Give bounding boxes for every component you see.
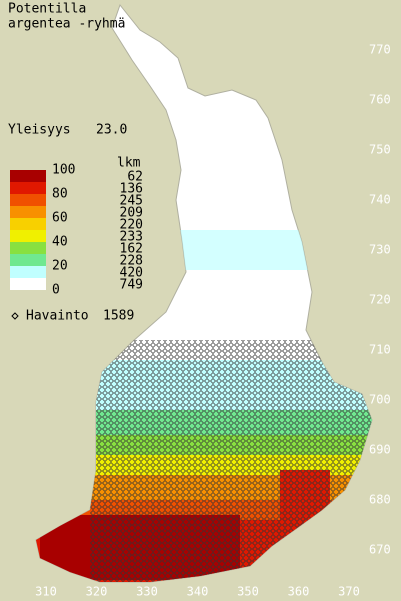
legend-count: 220: [120, 218, 143, 233]
observations-value: 1589: [103, 309, 134, 324]
legend-scale-label: 100: [52, 163, 75, 178]
legend-count: 228: [120, 254, 143, 269]
frequency-value: 23.0: [96, 123, 127, 138]
y-tick-label: 680: [369, 493, 391, 507]
x-tick-label: 360: [288, 585, 310, 599]
title: Potentilla: [8, 2, 86, 17]
legend-count: 62: [127, 170, 143, 185]
y-tick-label: 770: [369, 43, 391, 57]
finland: [35, 4, 373, 583]
legend-count: 136: [120, 182, 143, 197]
legend-count: 162: [120, 242, 143, 257]
y-tick-label: 750: [369, 143, 391, 157]
legend-swatch: [10, 230, 46, 242]
legend-scale-label: 0: [52, 283, 60, 298]
legend-scale-label: 80: [52, 187, 68, 202]
legend-count: 749: [120, 278, 143, 293]
observations-label: Havainto: [26, 309, 89, 324]
legend-swatch: [10, 266, 46, 278]
legend-swatch: [10, 170, 46, 182]
legend-count: 209: [120, 206, 143, 221]
y-tick-label: 740: [369, 193, 391, 207]
legend-swatch: [10, 254, 46, 266]
y-tick-label: 700: [369, 393, 391, 407]
x-tick-label: 340: [187, 585, 209, 599]
y-tick-label: 720: [369, 293, 391, 307]
y-tick-label: 670: [369, 543, 391, 557]
legend-swatch: [10, 194, 46, 206]
x-tick-label: 350: [237, 585, 259, 599]
legend-swatch: [10, 206, 46, 218]
legend-header: lkm: [117, 156, 141, 171]
legend-swatch: [10, 218, 46, 230]
legend-count: 420: [120, 266, 143, 281]
legend-swatch: [10, 242, 46, 254]
legend-swatch: [10, 182, 46, 194]
legend-swatch: [10, 278, 46, 290]
legend-count: 233: [120, 230, 143, 245]
x-tick-label: 330: [136, 585, 158, 599]
legend-scale-label: 40: [52, 235, 68, 250]
y-tick-label: 690: [369, 443, 391, 457]
legend-scale-label: 20: [52, 259, 68, 274]
subtitle: argentea -ryhmä: [8, 17, 125, 32]
y-tick-label: 760: [369, 93, 391, 107]
y-tick-label: 710: [369, 343, 391, 357]
legend-count: 245: [120, 194, 143, 209]
x-tick-label: 310: [35, 585, 57, 599]
observation-symbol: [11, 312, 19, 320]
legend-scale-label: 60: [52, 211, 68, 226]
x-tick-label: 320: [86, 585, 108, 599]
frequency-label: Yleisyys: [8, 123, 71, 138]
x-tick-label: 370: [338, 585, 360, 599]
y-tick-label: 730: [369, 243, 391, 257]
